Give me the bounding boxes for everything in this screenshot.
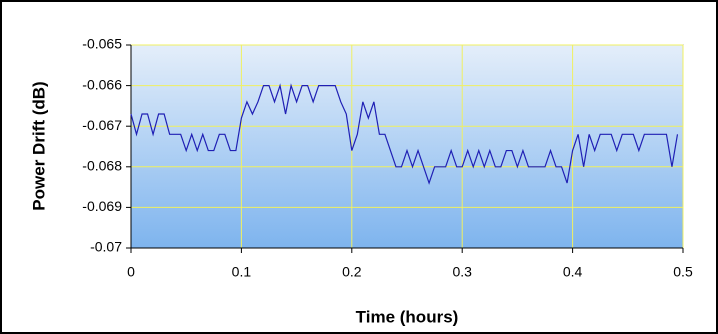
x-axis-label: Time (hours) (356, 307, 459, 326)
y-tick-label: -0.068 (82, 158, 122, 174)
y-tick-label: -0.069 (82, 198, 122, 214)
x-tick-label: 0.4 (563, 264, 583, 280)
x-tick-label: 0.5 (673, 264, 693, 280)
y-tick-label: -0.065 (82, 36, 122, 52)
x-tick-label: 0 (127, 264, 135, 280)
data-line (130, 83, 679, 185)
y-axis-label: Power Drift (dB) (29, 81, 48, 210)
plot-area (130, 44, 684, 249)
x-tick-label: 0.2 (342, 264, 362, 280)
y-tick-label: -0.066 (82, 76, 122, 92)
y-tick-label: -0.067 (82, 117, 122, 133)
x-tick-label: 0.3 (452, 264, 472, 280)
y-tick-label: -0.07 (90, 239, 122, 255)
x-tick-label: 0.1 (232, 264, 252, 280)
